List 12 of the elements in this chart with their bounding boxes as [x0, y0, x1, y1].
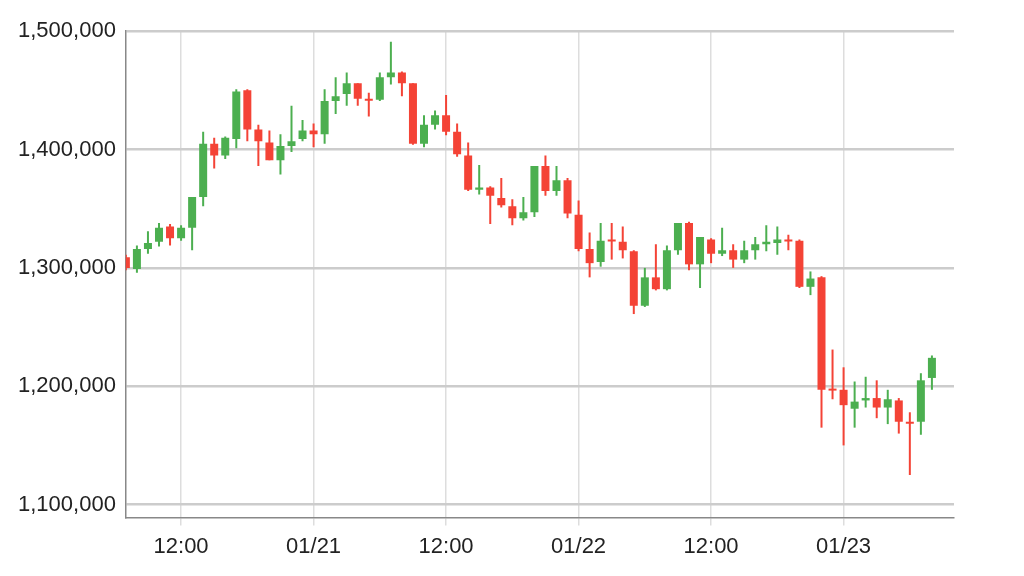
x-tick-label: 01/21 [286, 532, 342, 558]
x-tick-label: 01/23 [816, 532, 872, 558]
y-tick-label: 1,400,000 [18, 135, 116, 161]
candlestick [475, 163, 484, 196]
y-tick-label: 1,100,000 [18, 490, 116, 516]
y-tick-label: 1,200,000 [18, 372, 116, 398]
y-tick-label: 1,500,000 [18, 17, 116, 43]
x-tick-label: 12:00 [418, 532, 474, 558]
x-tick-label: 12:00 [683, 532, 739, 558]
x-tick-label: 01/22 [551, 532, 607, 558]
x-tick-label: 12:00 [153, 532, 209, 558]
y-tick-label: 1,300,000 [18, 253, 116, 279]
